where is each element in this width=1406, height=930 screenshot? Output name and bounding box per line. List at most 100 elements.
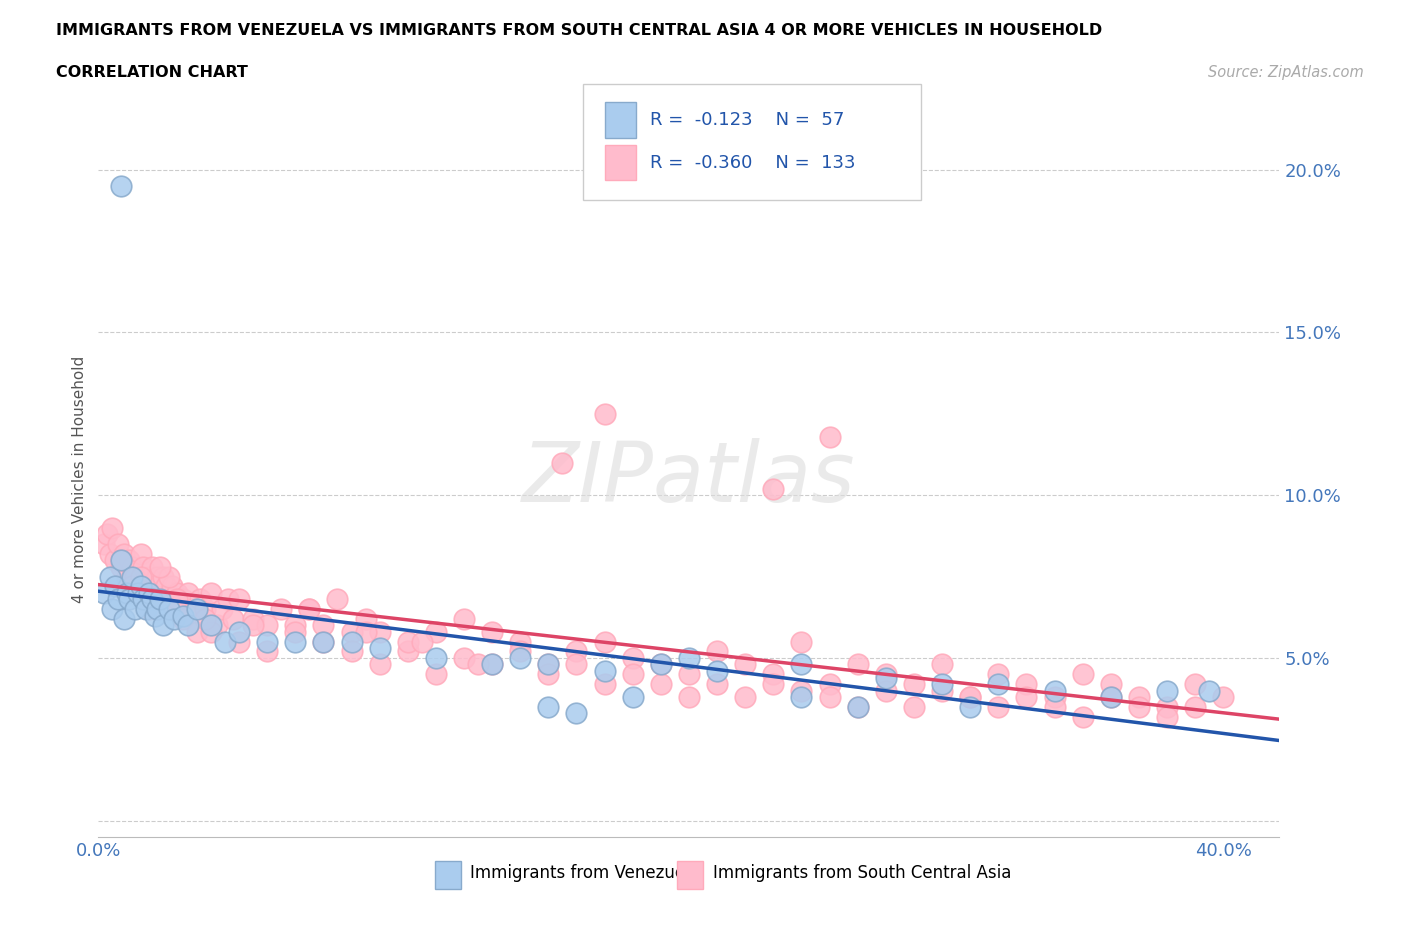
Point xyxy=(875,667,897,682)
Point xyxy=(1184,699,1206,714)
Point xyxy=(790,634,813,649)
Point xyxy=(228,634,250,649)
Point xyxy=(1099,690,1122,705)
Point xyxy=(121,569,143,584)
Point xyxy=(1099,677,1122,692)
Point xyxy=(256,618,278,633)
Point xyxy=(931,677,953,692)
Point xyxy=(177,586,200,601)
Point xyxy=(166,586,188,601)
Point xyxy=(172,592,194,607)
Point xyxy=(678,690,700,705)
Point xyxy=(101,521,124,536)
Point xyxy=(284,634,307,649)
Point xyxy=(270,602,292,617)
Point xyxy=(143,608,166,623)
Point xyxy=(790,683,813,698)
Point xyxy=(1156,699,1178,714)
Point xyxy=(354,625,377,640)
Point xyxy=(959,690,981,705)
Point xyxy=(1071,710,1094,724)
Point xyxy=(565,706,588,721)
Point xyxy=(1043,699,1066,714)
Point xyxy=(169,592,191,607)
Point xyxy=(537,667,560,682)
Point xyxy=(183,602,205,617)
Point xyxy=(112,547,135,562)
Point xyxy=(326,592,349,607)
Point xyxy=(132,559,155,574)
Point xyxy=(157,569,180,584)
Point xyxy=(186,602,208,617)
Point xyxy=(138,569,160,584)
Point xyxy=(228,625,250,640)
Point xyxy=(152,569,174,584)
Point xyxy=(177,618,200,633)
Point xyxy=(453,651,475,666)
Point xyxy=(903,699,925,714)
Point xyxy=(188,592,211,607)
Point xyxy=(509,644,531,658)
Text: Immigrants from South Central Asia: Immigrants from South Central Asia xyxy=(713,864,1011,882)
Point xyxy=(959,690,981,705)
Point xyxy=(143,578,166,594)
Point xyxy=(200,625,222,640)
Y-axis label: 4 or more Vehicles in Household: 4 or more Vehicles in Household xyxy=(72,355,87,603)
Text: IMMIGRANTS FROM VENEZUELA VS IMMIGRANTS FROM SOUTH CENTRAL ASIA 4 OR MORE VEHICL: IMMIGRANTS FROM VENEZUELA VS IMMIGRANTS … xyxy=(56,23,1102,38)
Point xyxy=(1156,710,1178,724)
Point xyxy=(340,625,363,640)
Point xyxy=(284,625,307,640)
Point xyxy=(1043,690,1066,705)
Point xyxy=(931,683,953,698)
Bar xyxy=(434,861,461,888)
Point xyxy=(200,618,222,633)
Point xyxy=(135,602,157,617)
Point xyxy=(121,578,143,594)
Point xyxy=(141,559,163,574)
Point xyxy=(98,569,121,584)
Point xyxy=(172,608,194,623)
Point xyxy=(396,644,419,658)
Point xyxy=(1156,683,1178,698)
Point xyxy=(425,625,447,640)
Point xyxy=(481,657,503,671)
Point xyxy=(734,657,756,671)
Point xyxy=(194,602,217,617)
Point xyxy=(312,618,335,633)
Point xyxy=(166,592,188,607)
Point xyxy=(875,670,897,684)
Bar xyxy=(678,861,703,888)
Point xyxy=(298,602,321,617)
Point xyxy=(132,592,155,607)
Point xyxy=(987,677,1010,692)
Point xyxy=(135,586,157,601)
Point xyxy=(96,526,118,541)
Point xyxy=(818,690,841,705)
Text: ZIPatlas: ZIPatlas xyxy=(522,438,856,520)
Point xyxy=(706,677,728,692)
Point xyxy=(312,634,335,649)
Point xyxy=(565,657,588,671)
Point xyxy=(650,677,672,692)
Point xyxy=(959,699,981,714)
Point xyxy=(1099,690,1122,705)
Text: R =  -0.123    N =  57: R = -0.123 N = 57 xyxy=(650,111,844,129)
Point xyxy=(368,641,391,656)
Point xyxy=(846,657,869,671)
Point xyxy=(650,657,672,671)
Point xyxy=(104,552,127,567)
Point xyxy=(621,690,644,705)
Point xyxy=(157,592,180,607)
Point xyxy=(172,612,194,627)
Point xyxy=(115,569,138,584)
Point xyxy=(138,602,160,617)
Point xyxy=(211,602,233,617)
Point xyxy=(1198,683,1220,698)
Point xyxy=(127,578,149,594)
Point xyxy=(200,586,222,601)
Text: CORRELATION CHART: CORRELATION CHART xyxy=(56,65,247,80)
Point xyxy=(678,651,700,666)
Point xyxy=(110,179,132,193)
Point xyxy=(163,612,186,627)
Point xyxy=(565,644,588,658)
